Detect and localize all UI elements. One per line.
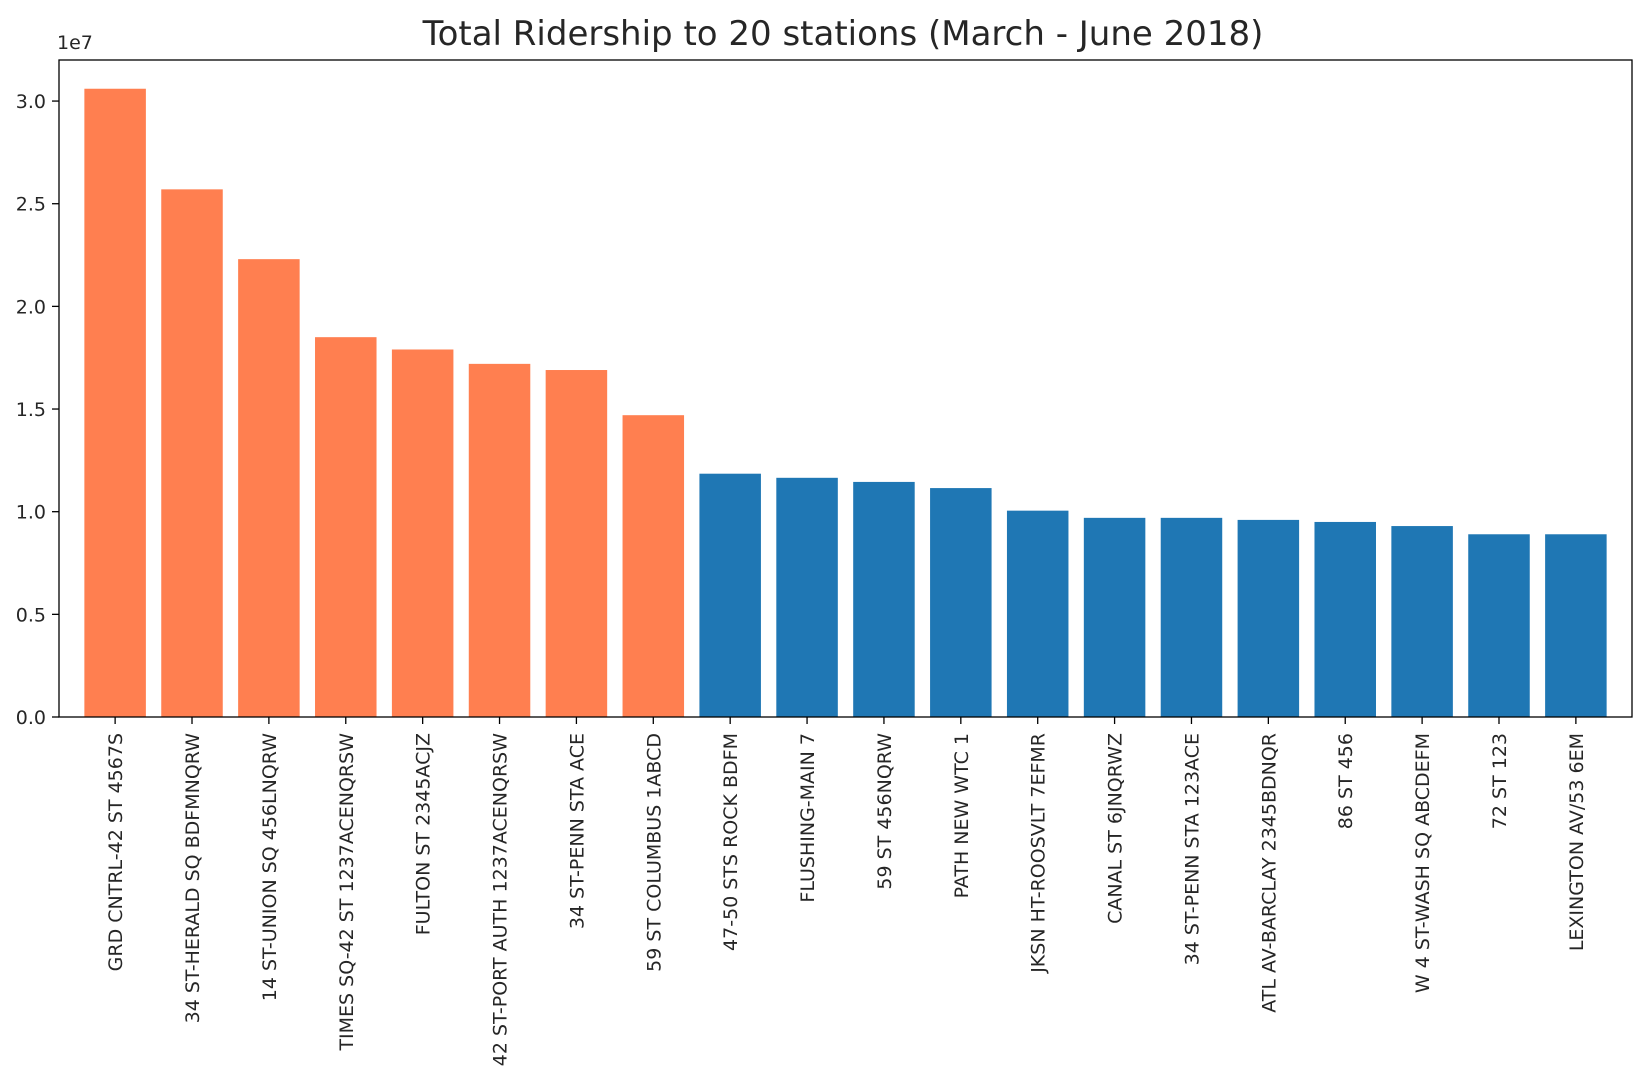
bar bbox=[391, 349, 454, 717]
y-tick-label: 1.0 bbox=[16, 502, 46, 524]
y-tick-label: 2.5 bbox=[16, 194, 46, 216]
bar bbox=[622, 415, 685, 717]
bar bbox=[1314, 521, 1376, 717]
bars-layer bbox=[84, 88, 1607, 718]
bar bbox=[1468, 534, 1530, 717]
x-tick-label: 34 ST-PENN STA ACE bbox=[566, 733, 588, 929]
bar bbox=[1237, 519, 1300, 717]
bar bbox=[1160, 517, 1223, 717]
x-tick-label: CANAL ST 6JNQRWZ bbox=[1105, 733, 1127, 924]
y-axis: 0.0 0.5 1.0 1.5 2.0 2.5 3.0 bbox=[16, 91, 59, 729]
y-tick-label: 1.5 bbox=[16, 399, 46, 421]
x-tick-label: 72 ST 123 bbox=[1489, 733, 1511, 829]
bar bbox=[1391, 526, 1453, 717]
plot-frame bbox=[58, 59, 1633, 718]
y-tick-label: 3.0 bbox=[16, 91, 46, 113]
x-tick-label: JKSN HT-ROOSVLT 7EFMR bbox=[1028, 733, 1050, 974]
bar bbox=[1083, 517, 1146, 717]
x-tick-label: 34 ST-PENN STA 123ACE bbox=[1181, 733, 1203, 965]
x-tick-label: TIMES SQ-42 ST 1237ACENQRSW bbox=[336, 733, 358, 1052]
x-tick-label: GRD CNTRL-42 ST 4567S bbox=[105, 733, 127, 971]
x-tick-label: 14 ST-UNION SQ 456LNQRW bbox=[259, 733, 281, 1001]
bar bbox=[853, 481, 915, 717]
x-axis: GRD CNTRL-42 ST 4567S 34 ST-HERALD SQ BDF… bbox=[105, 717, 1588, 1066]
x-tick-label: FLUSHING-MAIN 7 bbox=[797, 733, 819, 903]
bar bbox=[545, 370, 608, 717]
bar bbox=[699, 473, 761, 717]
x-tick-label: PATH NEW WTC 1 bbox=[951, 733, 973, 898]
x-tick-label: 42 ST-PORT AUTH 1237ACENQRSW bbox=[490, 733, 512, 1066]
x-tick-label: LEXINGTON AV/53 6EM bbox=[1566, 733, 1588, 951]
x-tick-label: ATL AV-BARCLAY 2345BDNQR bbox=[1258, 733, 1280, 1013]
x-tick-label: FULTON ST 2345ACJZ bbox=[413, 733, 435, 935]
x-tick-label: 59 ST 456NQRW bbox=[874, 733, 896, 890]
y-tick-label: 0.5 bbox=[16, 604, 46, 626]
bar bbox=[1545, 534, 1607, 717]
bar bbox=[315, 337, 377, 717]
bar bbox=[468, 363, 531, 717]
bar bbox=[238, 259, 300, 717]
x-tick-label: W 4 ST-WASH SQ ABCDEFM bbox=[1412, 733, 1434, 993]
bar bbox=[84, 88, 146, 718]
y-axis-offset-label: 1e7 bbox=[57, 32, 93, 54]
bar bbox=[1006, 510, 1069, 717]
x-tick-label: 86 ST 456 bbox=[1335, 733, 1357, 829]
bar bbox=[776, 477, 838, 717]
x-tick-label: 47-50 STS ROCK BDFM bbox=[720, 733, 742, 951]
x-tick-label: 34 ST-HERALD SQ BDFMNQRW bbox=[182, 733, 204, 1024]
chart-title: Total Ridership to 20 stations (March - … bbox=[422, 14, 1264, 54]
bar bbox=[930, 488, 992, 717]
bar bbox=[161, 189, 223, 718]
y-tick-label: 0.0 bbox=[16, 707, 46, 729]
y-tick-label: 2.0 bbox=[16, 296, 46, 318]
x-tick-label: 59 ST COLUMBUS 1ABCD bbox=[643, 733, 665, 972]
